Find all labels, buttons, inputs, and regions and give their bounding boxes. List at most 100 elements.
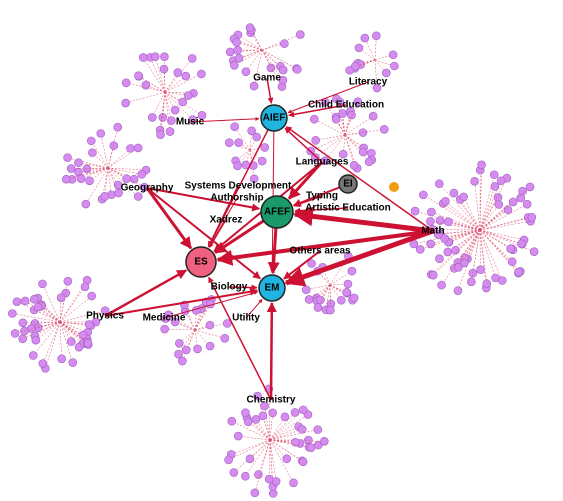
leaf-edge <box>107 148 131 169</box>
leaf-edge <box>269 439 304 463</box>
leaf-node <box>249 81 259 91</box>
leaf-node <box>113 122 123 132</box>
leaf-node <box>257 156 267 166</box>
leaf-node <box>304 435 313 445</box>
leaf-node <box>517 239 526 249</box>
leaf-edge <box>164 91 171 132</box>
leaf-edge <box>314 119 346 136</box>
node-label: Languages <box>296 157 349 168</box>
leaf-edge <box>448 221 481 231</box>
leaf-node <box>368 111 378 121</box>
leaf-edge <box>164 91 172 121</box>
leaf-node <box>232 37 241 47</box>
leaf-edge <box>239 49 263 59</box>
leaf-node <box>224 455 233 465</box>
leaf-node <box>241 471 250 481</box>
leaf-edge <box>104 167 109 197</box>
leaf-node <box>260 143 269 152</box>
edge <box>208 117 275 248</box>
edge <box>283 250 321 280</box>
leaf-edge <box>16 301 61 323</box>
leaf-edge <box>344 115 374 136</box>
leaf-node <box>489 170 499 180</box>
node-layer: AIEF AFEF ES EM EI Game Literacy Child Educatio… <box>86 73 445 406</box>
leaf-node <box>426 239 435 249</box>
leaf-edge <box>125 91 166 104</box>
leaf-node <box>76 174 86 184</box>
leaf-node <box>234 138 243 147</box>
leaf-node <box>243 417 253 427</box>
leaf-node <box>313 425 323 434</box>
leaf-edge <box>479 186 496 231</box>
leaf-node <box>96 129 106 138</box>
leaf-edge <box>107 167 135 180</box>
leaf-node <box>434 179 444 189</box>
leaf-edge <box>59 280 88 323</box>
leaf-node <box>241 67 251 76</box>
leaf-node <box>372 31 381 41</box>
leaf-edge <box>269 409 304 441</box>
leaf-node <box>454 263 463 272</box>
leaf-node <box>229 468 239 477</box>
main-node <box>258 274 286 302</box>
edge <box>208 276 272 401</box>
leaf-node <box>459 192 468 202</box>
leaf-node <box>160 52 169 62</box>
leaf-edge <box>160 91 166 135</box>
leaf-edge <box>59 321 88 333</box>
leaf-edge <box>138 75 166 93</box>
leaf-node <box>175 338 184 348</box>
orange-node <box>389 182 399 192</box>
leaf-edge <box>245 412 271 441</box>
leaf-node <box>174 349 183 359</box>
node-label: EM <box>265 283 280 294</box>
leaf-edge <box>471 229 481 282</box>
leaf-node <box>342 288 351 297</box>
leaf-edge <box>269 429 303 441</box>
leaf-edge <box>59 286 86 323</box>
main-node <box>260 104 288 132</box>
leaf-node <box>38 359 48 368</box>
leaf-node <box>527 212 537 222</box>
leaf-edge <box>71 167 109 180</box>
leaf-edge <box>344 134 370 162</box>
leaf-node <box>428 270 438 280</box>
leaf-edge <box>164 56 166 93</box>
leaf-node <box>320 436 329 446</box>
leaf-edge <box>479 201 514 231</box>
leaf-node <box>494 200 504 209</box>
leaf-edge <box>269 426 299 441</box>
leaf-node <box>347 110 356 120</box>
leaf-edge <box>269 429 318 441</box>
leaf-edge <box>413 229 481 245</box>
leaf-edge <box>249 149 254 166</box>
leaf-node <box>338 109 347 118</box>
leaf-edge <box>479 191 523 231</box>
leaf-edge <box>59 321 90 325</box>
leaf-node <box>379 125 389 134</box>
leaf-edge <box>246 417 271 441</box>
leaf-edge <box>150 57 166 93</box>
leaf-node <box>159 64 169 74</box>
edge <box>294 207 349 214</box>
leaf-node <box>426 217 435 226</box>
main-node <box>185 246 217 278</box>
leaf-edge <box>81 167 109 179</box>
leaf-edge <box>59 321 89 345</box>
leaf-node <box>247 126 256 136</box>
leaf-node <box>29 294 39 304</box>
node-label: Utility <box>232 313 260 324</box>
leaf-node <box>336 295 346 305</box>
leaf-edge <box>306 284 331 290</box>
node-label: Literacy <box>349 77 388 88</box>
leaf-node <box>293 65 302 74</box>
leaf-edge <box>164 75 186 93</box>
leaf-edge <box>258 439 271 475</box>
leaf-node <box>350 62 360 71</box>
leaf-edge <box>78 162 109 169</box>
leaf-edge <box>228 439 271 461</box>
leaf-node <box>173 68 183 77</box>
leaf-node <box>354 43 364 53</box>
leaf-node <box>298 405 308 415</box>
edge <box>293 195 323 207</box>
